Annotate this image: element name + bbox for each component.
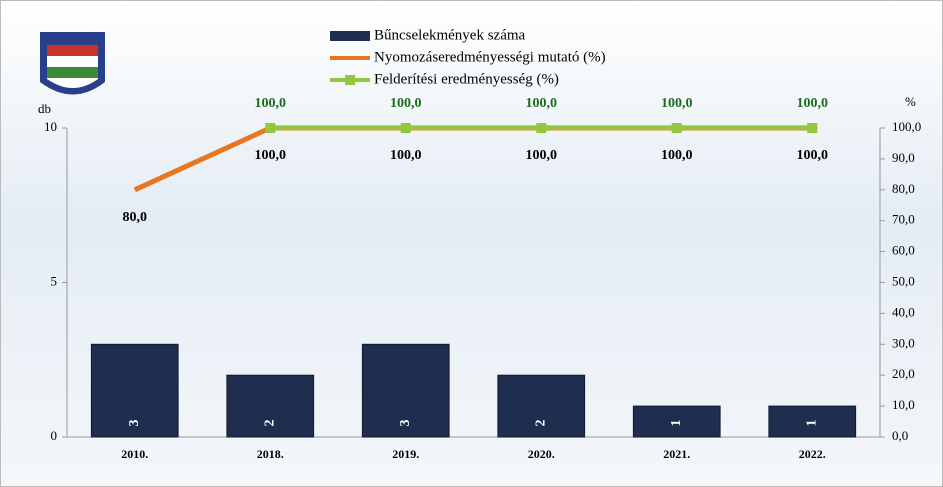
bar-value-label: 1 [804,420,819,427]
line-value-label: 100,0 [661,96,693,111]
marker [536,123,547,133]
legend-marker [345,75,355,85]
y-tick-label: 0 [51,428,58,443]
y2-axis-label: % [905,94,916,109]
marker [400,123,411,133]
bar [497,374,586,438]
x-tick-label: 2018. [257,447,284,461]
y-tick-label: 10 [44,119,57,134]
y2-tick-label: 30,0 [892,335,915,350]
legend-label: Nyomozáseredményességi mutató (%) [374,49,606,65]
x-tick-label: 2019. [392,447,419,461]
y2-tick-label: 50,0 [892,273,915,288]
x-tick-label: 2022. [799,447,826,461]
logo [40,32,105,95]
y2-tick-label: 0,0 [892,428,908,443]
x-tick-label: 2021. [663,447,690,461]
x-tick-label: 2010. [121,447,148,461]
y2-tick-label: 20,0 [892,366,915,381]
y2-tick-label: 10,0 [892,397,915,412]
legend-label: Bűncselekmények száma [374,27,526,43]
line-value-label: 100,0 [526,148,558,163]
line-value-label: 100,0 [255,96,287,111]
bar-value-label: 2 [533,420,548,427]
bar [90,343,179,438]
line-value-label: 100,0 [390,148,422,163]
bar-value-label: 3 [127,420,142,427]
line-value-label: 80,0 [123,210,148,225]
line-value-label: 100,0 [255,148,287,163]
line-value-label: 100,0 [661,148,693,163]
y2-tick-label: 90,0 [892,150,915,165]
bar-value-label: 1 [669,420,684,427]
y2-tick-label: 40,0 [892,304,915,319]
line-value-label: 100,0 [797,148,829,163]
legend-swatch [330,31,370,41]
x-tick-label: 2020. [528,447,555,461]
y2-tick-label: 80,0 [892,181,915,196]
legend-label: Felderítési eredményesség (%) [374,71,559,87]
y-tick-label: 5 [51,273,58,288]
bar-value-label: 2 [262,420,277,427]
y-axis-label: db [38,101,51,116]
y2-tick-label: 60,0 [892,243,915,258]
line-value-label: 100,0 [526,96,558,111]
marker [807,123,818,133]
line-value-label: 100,0 [797,96,829,111]
bar [361,343,450,438]
bar [768,405,857,438]
y2-tick-label: 100,0 [892,119,921,134]
marker [265,123,276,133]
bar-value-label: 3 [398,420,413,427]
bar [226,374,315,438]
marker [671,123,682,133]
y2-tick-label: 70,0 [892,212,915,227]
line-value-label: 100,0 [390,96,422,111]
bar [632,405,721,438]
